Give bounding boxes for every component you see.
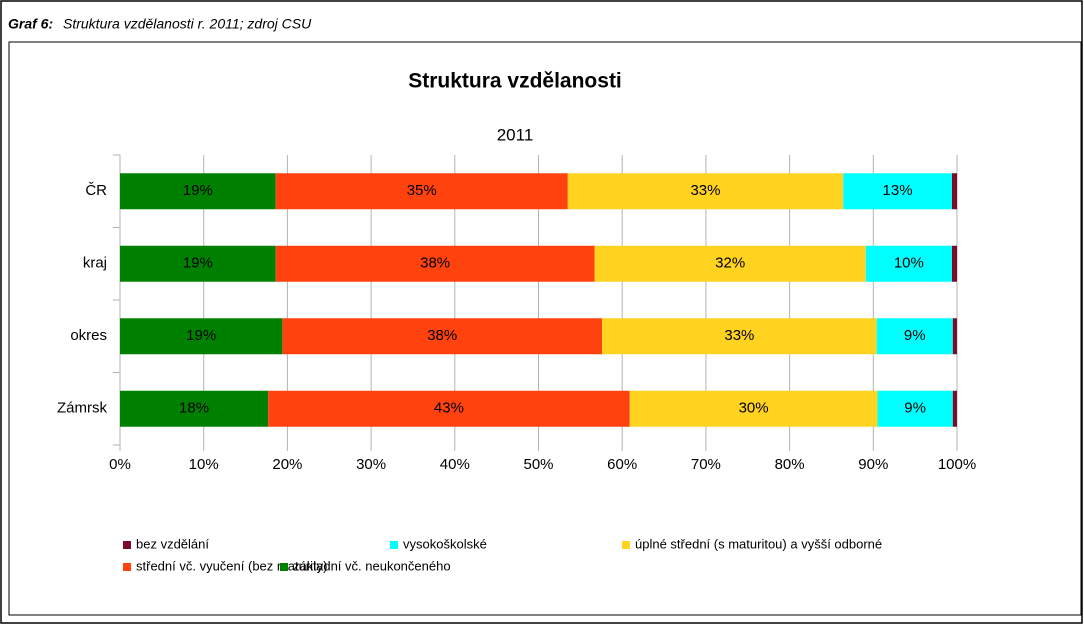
legend-swatch: [390, 541, 398, 549]
bar-segment: [120, 318, 283, 355]
x-tick-label: 40%: [440, 456, 470, 473]
bar-segment: [952, 318, 957, 355]
caption-label: Graf 6:: [8, 16, 53, 32]
x-tick-label: 100%: [938, 456, 976, 473]
data-label: 30%: [739, 400, 769, 417]
chart-title: Struktura vzdělanosti: [408, 70, 622, 93]
x-tick-label: 70%: [691, 456, 721, 473]
data-label: 43%: [434, 400, 464, 417]
bar-segment: [268, 390, 630, 427]
x-tick-label: 80%: [775, 456, 805, 473]
legend-label: vysokoškolské: [403, 536, 487, 551]
x-tick-label: 60%: [607, 456, 637, 473]
chart-subtitle: 2011: [497, 125, 534, 144]
legend-swatch: [622, 541, 630, 549]
bar-segment: [120, 390, 269, 427]
bar-segment: [275, 173, 568, 210]
x-tick-label: 10%: [189, 456, 219, 473]
bar-segment: [629, 390, 878, 427]
y-tick-label: ČR: [85, 182, 107, 199]
data-label: 19%: [186, 327, 216, 344]
data-label: 18%: [179, 400, 209, 417]
bar-segment: [951, 245, 957, 282]
data-label: 35%: [407, 182, 437, 199]
data-label: 32%: [715, 255, 745, 272]
x-tick-label: 0%: [109, 456, 131, 473]
bar-segment: [120, 245, 276, 282]
y-tick-label: Zámrsk: [57, 400, 107, 417]
x-tick-label: 50%: [523, 456, 553, 473]
y-tick-label: okres: [70, 327, 107, 344]
data-label: 13%: [883, 182, 913, 199]
legend-swatch: [123, 541, 131, 549]
bar-segment: [594, 245, 866, 282]
data-label: 19%: [183, 255, 213, 272]
bar-segment: [952, 390, 957, 427]
bar-segment: [865, 245, 952, 282]
bar-segment: [951, 173, 957, 210]
bar-segment: [602, 318, 877, 355]
bar-segment: [876, 318, 953, 355]
data-label: 9%: [904, 400, 926, 417]
legend-swatch: [280, 563, 288, 571]
x-tick-label: 20%: [272, 456, 302, 473]
legend-label: úplné střední (s maturitou) a vyšší odbo…: [635, 536, 882, 551]
bar-segment: [282, 318, 603, 355]
bar-segment: [877, 390, 953, 427]
x-tick-label: 90%: [858, 456, 888, 473]
data-label: 33%: [724, 327, 754, 344]
legend-label: bez vzdělání: [136, 536, 209, 551]
y-tick-label: kraj: [83, 255, 107, 272]
data-label: 9%: [904, 327, 926, 344]
chart-frame: [8, 41, 1082, 616]
data-label: 38%: [427, 327, 457, 344]
legend-label: střední vč. vyučení (bez maturity): [136, 558, 327, 573]
data-label: 33%: [690, 182, 720, 199]
legend-label: základní vč. neukončeného: [293, 558, 451, 573]
data-label: 38%: [420, 255, 450, 272]
x-tick-label: 30%: [356, 456, 386, 473]
bar-segment: [120, 173, 276, 210]
caption: Struktura vzdělanosti r. 2011; zdroj CSU: [63, 16, 312, 32]
legend-swatch: [123, 563, 131, 571]
bar-segment: [567, 173, 844, 210]
data-label: 19%: [183, 182, 213, 199]
bar-segment: [843, 173, 952, 210]
data-label: 10%: [894, 255, 924, 272]
bar-segment: [275, 245, 595, 282]
